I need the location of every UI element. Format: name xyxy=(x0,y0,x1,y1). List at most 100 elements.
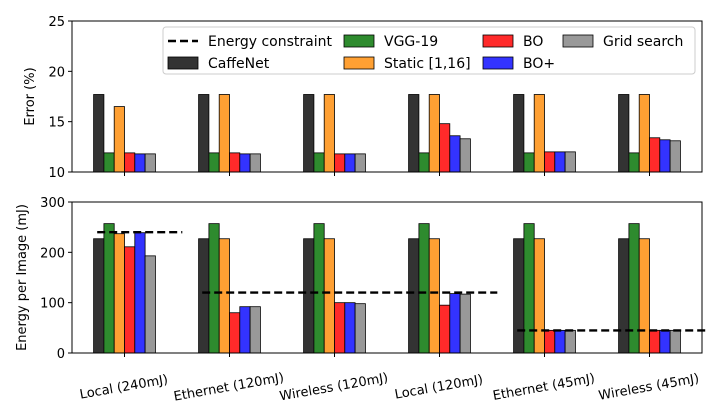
legend-swatch-1 xyxy=(343,34,375,48)
x-tick-label-2: Wireless (120mJ) xyxy=(278,371,389,405)
bar-1-4-5 xyxy=(659,329,671,354)
bar-0-1-1 xyxy=(208,152,220,173)
bar-0-3-2 xyxy=(334,153,346,173)
bar-1-5-5 xyxy=(669,329,681,354)
bar-0-2-3 xyxy=(428,94,440,173)
bar-0-0-3 xyxy=(408,94,420,173)
bar-1-2-5 xyxy=(638,238,650,354)
bar-0-0-0 xyxy=(93,94,105,173)
bar-0-4-5 xyxy=(659,139,671,173)
bar-0-5-3 xyxy=(459,138,471,173)
bar-1-1-0 xyxy=(103,223,115,354)
bar-0-3-5 xyxy=(649,137,661,173)
bar-0-0-4 xyxy=(513,94,525,173)
legend-label-5: BO+ xyxy=(523,56,555,72)
bar-0-3-3 xyxy=(439,123,451,173)
bar-1-1-4 xyxy=(523,223,535,354)
bar-1-2-3 xyxy=(428,238,440,354)
bar-0-3-0 xyxy=(124,152,136,173)
bar-1-0-0 xyxy=(93,238,105,354)
bar-0-4-4 xyxy=(554,151,566,173)
bar-0-5-4 xyxy=(564,151,576,173)
bar-0-0-1 xyxy=(198,94,210,173)
bar-1-0-4 xyxy=(513,238,525,354)
bar-1-3-3 xyxy=(439,304,451,354)
bar-1-4-4 xyxy=(554,329,566,354)
legend-swatch-5 xyxy=(562,34,594,48)
bar-0-3-1 xyxy=(229,152,241,173)
bar-0-4-2 xyxy=(344,153,356,173)
legend-frame xyxy=(162,26,696,75)
y-tick-label-1-1: 100 xyxy=(40,297,65,312)
bar-0-2-5 xyxy=(638,94,650,173)
y-tick-label-0-3: 25 xyxy=(48,15,65,30)
legend-swatch-3 xyxy=(482,34,514,48)
y-tick-label-0-1: 15 xyxy=(48,116,65,131)
bar-0-2-1 xyxy=(218,94,230,173)
bar-1-5-1 xyxy=(249,306,261,354)
bar-0-0-5 xyxy=(618,94,630,173)
legend-swatch-0 xyxy=(167,56,199,70)
bar-0-5-0 xyxy=(144,153,156,173)
y-tick-label-0-2: 20 xyxy=(48,65,65,80)
y-tick-label-0-0: 10 xyxy=(48,166,65,181)
x-tick-label-3: Local (120mJ) xyxy=(394,372,485,402)
y-tick-label-1-3: 300 xyxy=(40,196,65,211)
y-tick-label-1-0: 0 xyxy=(57,347,65,362)
bar-1-3-1 xyxy=(229,312,241,354)
x-tick-label-5: Wireless (45mJ) xyxy=(598,371,701,403)
legend-swatch-4 xyxy=(482,56,514,70)
x-tick-label-4: Ethernet (45mJ) xyxy=(492,371,596,404)
bar-1-4-1 xyxy=(239,306,251,354)
legend-label-1: CaffeNet xyxy=(208,56,270,72)
axes-frame-0 xyxy=(71,20,703,173)
y-axis-label-1: Energy per Image (mJ) xyxy=(15,204,30,351)
bar-1-2-4 xyxy=(533,238,545,354)
y-tick-label-1-2: 200 xyxy=(40,246,65,261)
bar-1-0-3 xyxy=(408,238,420,354)
legend: Energy constraint CaffeNet VGG-19 Static [1… xyxy=(162,26,696,75)
bar-1-0-2 xyxy=(303,238,315,354)
legend-label-6: Grid search xyxy=(603,34,683,50)
bar-1-4-2 xyxy=(344,302,356,354)
bar-1-3-5 xyxy=(649,329,661,354)
y-axis-label-0: Error (%) xyxy=(23,67,38,125)
bar-1-3-0 xyxy=(124,246,136,354)
bar-0-2-2 xyxy=(323,94,335,173)
bar-0-1-3 xyxy=(418,152,430,173)
bar-0-5-5 xyxy=(669,140,681,173)
x-tick-label-1: Ethernet (120mJ) xyxy=(173,370,286,404)
bar-0-1-0 xyxy=(103,152,115,173)
x-tick-label-0: Local (240mJ) xyxy=(79,372,170,402)
axes-frame-1 xyxy=(71,201,703,354)
bar-0-2-4 xyxy=(533,94,545,173)
bar-1-5-2 xyxy=(354,303,366,354)
bar-1-1-3 xyxy=(418,223,430,354)
legend-swatch-2 xyxy=(343,56,375,70)
bar-1-4-0 xyxy=(134,232,146,354)
bar-1-2-1 xyxy=(218,238,230,354)
bar-0-1-5 xyxy=(628,152,640,173)
bar-0-5-2 xyxy=(354,153,366,173)
bar-1-5-4 xyxy=(564,329,576,354)
legend-label-4: BO xyxy=(523,34,543,50)
bar-0-4-0 xyxy=(134,153,146,173)
bar-0-4-3 xyxy=(449,135,461,173)
bar-1-0-1 xyxy=(198,238,210,354)
bar-0-2-0 xyxy=(113,106,125,173)
bar-1-4-3 xyxy=(449,293,461,354)
bar-0-0-2 xyxy=(303,94,315,173)
bar-1-5-0 xyxy=(144,255,156,354)
bar-1-3-2 xyxy=(334,302,346,354)
bar-1-1-1 xyxy=(208,223,220,354)
bar-1-3-4 xyxy=(544,329,556,354)
bar-0-4-1 xyxy=(239,153,251,173)
bar-1-0-5 xyxy=(618,238,630,354)
energy-panel: 0 100 200 300 Energy per Image (mJ) Local (24… xyxy=(15,196,708,405)
bar-0-1-2 xyxy=(313,152,325,173)
bar-1-2-2 xyxy=(323,238,335,354)
legend-label-2: VGG-19 xyxy=(384,34,438,50)
bar-1-1-2 xyxy=(313,223,325,354)
bar-0-1-4 xyxy=(523,152,535,173)
legend-label-0: Energy constraint xyxy=(208,34,332,50)
